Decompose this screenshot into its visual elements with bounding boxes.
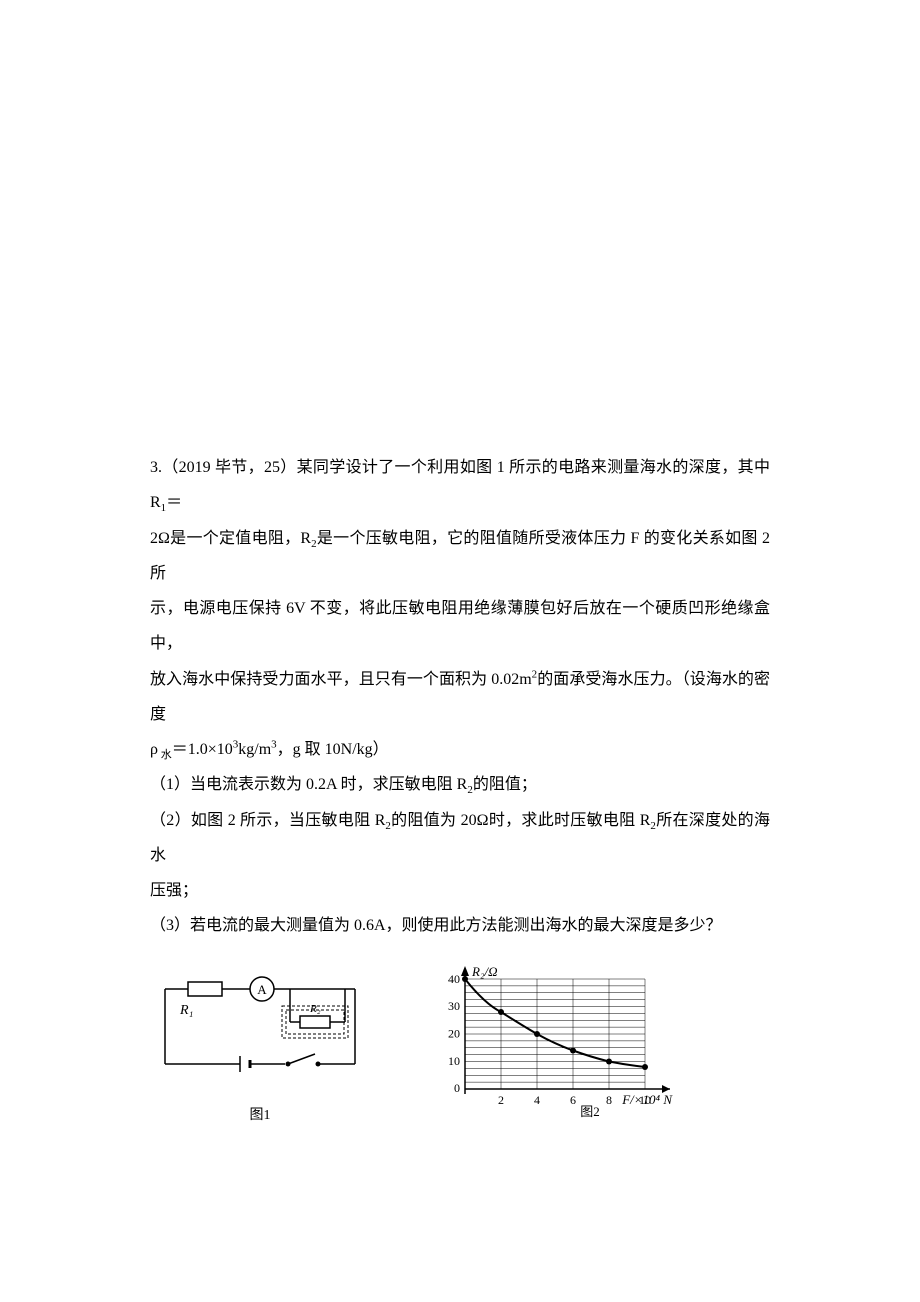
problem-number: 3. (150, 459, 162, 476)
figure-2: 0 10 20 30 40 2 4 6 8 10 图2 R₂/Ω F/×10⁴ … (430, 964, 690, 1132)
question-1: （1）当电流表示数为 0.2A 时，求压敏电阻 R2的阻值； (150, 767, 770, 802)
figures-area: A R₁ R₂ (150, 964, 770, 1132)
y-axis-label: R₂/Ω (471, 964, 497, 979)
figure-1-caption: 图1 (150, 1101, 370, 1132)
question-3: （3）若电流的最大测量值为 0.6A，则使用此方法能测出海水的最大深度是多少？ (150, 908, 770, 943)
resistance-force-chart: 0 10 20 30 40 2 4 6 8 10 图2 R₂/Ω F/×10⁴ … (430, 964, 690, 1119)
intro-line-4: 放入海水中保持受力面水平，且只有一个面积为 0.02m2的面承受海水压力。（设海… (150, 662, 770, 732)
figure-1: A R₁ R₂ (150, 964, 370, 1132)
y-tick-10: 10 (448, 1054, 460, 1068)
problem-source: （2019 毕节，25） (162, 459, 297, 476)
r2-label: R₂ (309, 1003, 321, 1015)
intro-line-1: 3.（2019 毕节，25）某同学设计了一个利用如图 1 所示的电路来测量海水的… (150, 450, 770, 521)
intro-line-5: ρ 水＝1.0×103kg/m3，g 取 10N/kg） (150, 732, 770, 767)
x-tick-6: 6 (570, 1093, 576, 1107)
r1-label: R₁ (179, 1003, 193, 1018)
y-tick-0: 0 (454, 1081, 460, 1095)
x-tick-4: 4 (534, 1093, 540, 1107)
circuit-diagram: A R₁ R₂ (150, 964, 370, 1084)
y-tick-30: 30 (448, 999, 460, 1013)
intro-line-3: 示，电源电压保持 6V 不变，将此压敏电阻用绝缘薄膜包好后放在一个硬质凹形绝缘盒… (150, 591, 770, 661)
figure-2-caption-inline: 图2 (580, 1104, 600, 1119)
ammeter-label: A (257, 982, 267, 997)
question-2-line-1: （2）如图 2 所示，当压敏电阻 R2的阻值为 20Ω时，求此时压敏电阻 R2所… (150, 803, 770, 874)
y-tick-20: 20 (448, 1026, 460, 1040)
intro-line-2: 2Ω是一个定值电阻，R2是一个压敏电阻，它的阻值随所受液体压力 F 的变化关系如… (150, 521, 770, 592)
x-tick-2: 2 (498, 1093, 504, 1107)
x-tick-8: 8 (606, 1093, 612, 1107)
x-axis-label: F/×10⁴ N (621, 1092, 673, 1107)
question-2-line-2: 压强； (150, 873, 770, 908)
y-tick-40: 40 (448, 972, 460, 986)
problem-container: 3.（2019 毕节，25）某同学设计了一个利用如图 1 所示的电路来测量海水的… (150, 450, 770, 944)
